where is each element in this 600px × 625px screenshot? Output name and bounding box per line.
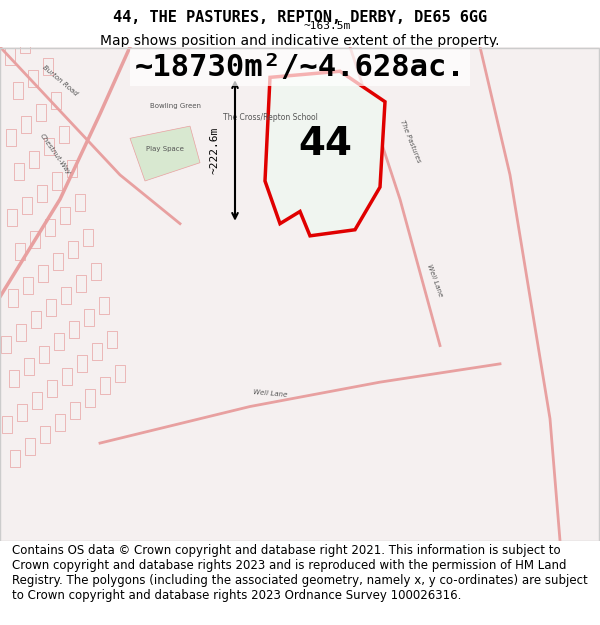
Bar [61, 287, 71, 304]
Polygon shape [265, 71, 385, 236]
Bar [28, 70, 38, 87]
Bar [20, 36, 30, 53]
Bar [84, 309, 94, 326]
Bar [51, 92, 61, 109]
Text: Chestnut-Way: Chestnut-Way [38, 132, 71, 176]
Text: Well Lane: Well Lane [253, 389, 287, 398]
Bar [32, 392, 42, 409]
Text: The Cross/Repton School: The Cross/Repton School [223, 113, 317, 122]
Bar [100, 378, 110, 394]
Bar [37, 184, 47, 202]
Bar [44, 138, 54, 156]
Bar [59, 126, 69, 143]
Bar [1, 336, 11, 353]
Bar [8, 289, 18, 306]
Bar [52, 173, 62, 189]
Text: ~18730m²/~4.628ac.: ~18730m²/~4.628ac. [134, 53, 466, 82]
Bar [75, 194, 85, 211]
Bar [13, 82, 23, 99]
Bar [23, 278, 33, 294]
Bar [16, 324, 26, 341]
Text: ~163.5m: ~163.5m [304, 21, 351, 31]
Bar [25, 438, 35, 455]
Bar [55, 414, 65, 431]
Text: Play Space: Play Space [146, 146, 184, 151]
Bar [68, 241, 78, 258]
Bar [9, 370, 19, 387]
Bar [67, 160, 77, 177]
Bar [46, 299, 56, 316]
Bar [5, 48, 15, 65]
Bar [47, 380, 57, 397]
Bar [115, 365, 125, 382]
Bar [85, 389, 95, 406]
Bar [36, 104, 46, 121]
Bar [14, 162, 24, 180]
Bar [99, 297, 109, 314]
Bar [70, 402, 80, 419]
Bar [17, 404, 27, 421]
Text: Contains OS data © Crown copyright and database right 2021. This information is : Contains OS data © Crown copyright and d… [12, 544, 588, 602]
Bar [69, 321, 79, 338]
Bar [83, 229, 93, 246]
Bar [21, 116, 31, 133]
Bar [30, 231, 40, 248]
Polygon shape [130, 126, 200, 181]
Bar [15, 243, 25, 260]
Text: The Pastures: The Pastures [399, 119, 421, 164]
Bar [7, 209, 17, 226]
Bar [91, 262, 101, 280]
Bar [40, 426, 50, 443]
Text: 44: 44 [298, 126, 352, 163]
Text: Well Lane: Well Lane [427, 264, 443, 298]
Bar [10, 451, 20, 468]
Text: Bowling Green: Bowling Green [149, 103, 200, 109]
Bar [76, 275, 86, 292]
Text: Map shows position and indicative extent of the property.: Map shows position and indicative extent… [100, 34, 500, 48]
Bar [77, 356, 87, 372]
Bar [2, 416, 12, 433]
Bar [39, 346, 49, 362]
Text: Burton Road: Burton Road [41, 64, 79, 97]
Bar [92, 343, 102, 360]
Bar [107, 331, 117, 348]
Bar [62, 368, 72, 384]
Bar [53, 253, 63, 270]
Bar [22, 197, 32, 214]
Bar [24, 357, 34, 375]
Bar [60, 207, 70, 224]
Bar [43, 58, 53, 75]
Text: 44, THE PASTURES, REPTON, DERBY, DE65 6GG: 44, THE PASTURES, REPTON, DERBY, DE65 6G… [113, 10, 487, 25]
Bar [31, 311, 41, 329]
Bar [38, 265, 48, 282]
Bar [29, 151, 39, 168]
Text: ~222.6m: ~222.6m [210, 127, 220, 174]
Bar [45, 219, 55, 236]
Bar [54, 333, 64, 351]
Bar [6, 129, 16, 146]
